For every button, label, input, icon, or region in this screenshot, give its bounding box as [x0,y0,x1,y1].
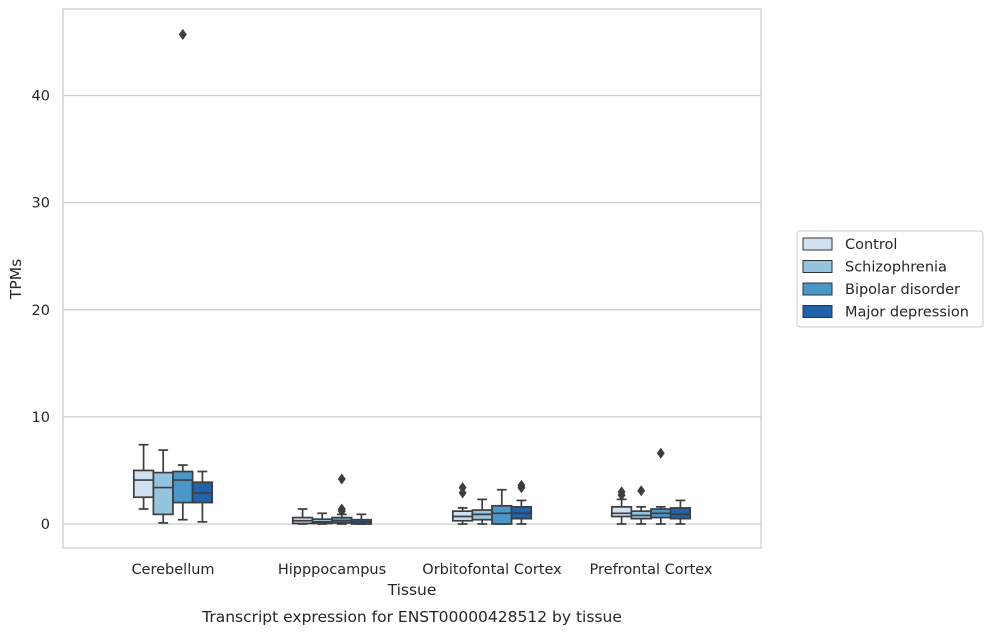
plot-area [63,9,761,548]
x-tick-label: Cerebellum [131,562,214,578]
y-tick-label: 0 [41,517,50,533]
plot-frame [62,8,762,549]
box-outlier [178,28,187,40]
legend-label: Control [845,237,897,253]
x-tick-label: Prefrontal Cortex [590,562,713,578]
y-tick-label: 20 [32,303,50,319]
box-outlier [517,479,526,491]
box-body [152,471,174,516]
box-body [132,469,155,499]
y-tick-label: 10 [32,410,50,426]
legend-swatch [802,237,833,251]
y-tick-labels: 0 10 20 30 40 [32,89,50,534]
legend-swatch [802,282,833,296]
x-tick-label: Hipppocampus [278,562,386,578]
box-outlier [656,447,665,459]
box-body [669,507,692,520]
chart-caption: Transcript expression for ENST0000042851… [201,608,622,626]
x-tick-labels: Cerebellum Hipppocampus Orbitofontal Corte… [131,562,712,578]
box-outlier [337,473,346,485]
legend-frame [796,230,984,328]
box-outlier [458,482,467,494]
x-tick-label: Orbitofontal Cortex [422,562,562,578]
legend: Control Schizophrenia Bipolar disorder Majo… [796,230,984,328]
box-body [491,504,513,525]
box-outlier [617,486,626,498]
box-outlier [637,485,646,497]
legend-label: Major depression [845,305,969,321]
y-tick-label: 40 [32,89,50,105]
y-tick-label: 30 [32,196,50,212]
box-plot-series [132,28,692,525]
box-body [172,470,194,504]
box-body [610,506,633,518]
legend-swatch [802,305,833,318]
box-outlier [337,503,346,515]
legend-label: Bipolar disorder [845,282,960,298]
legend-swatch [802,260,833,273]
legend-label: Schizophrenia [845,260,947,276]
y-axis-title: TPMs [7,259,25,300]
x-axis-title: Tissue [387,581,437,599]
